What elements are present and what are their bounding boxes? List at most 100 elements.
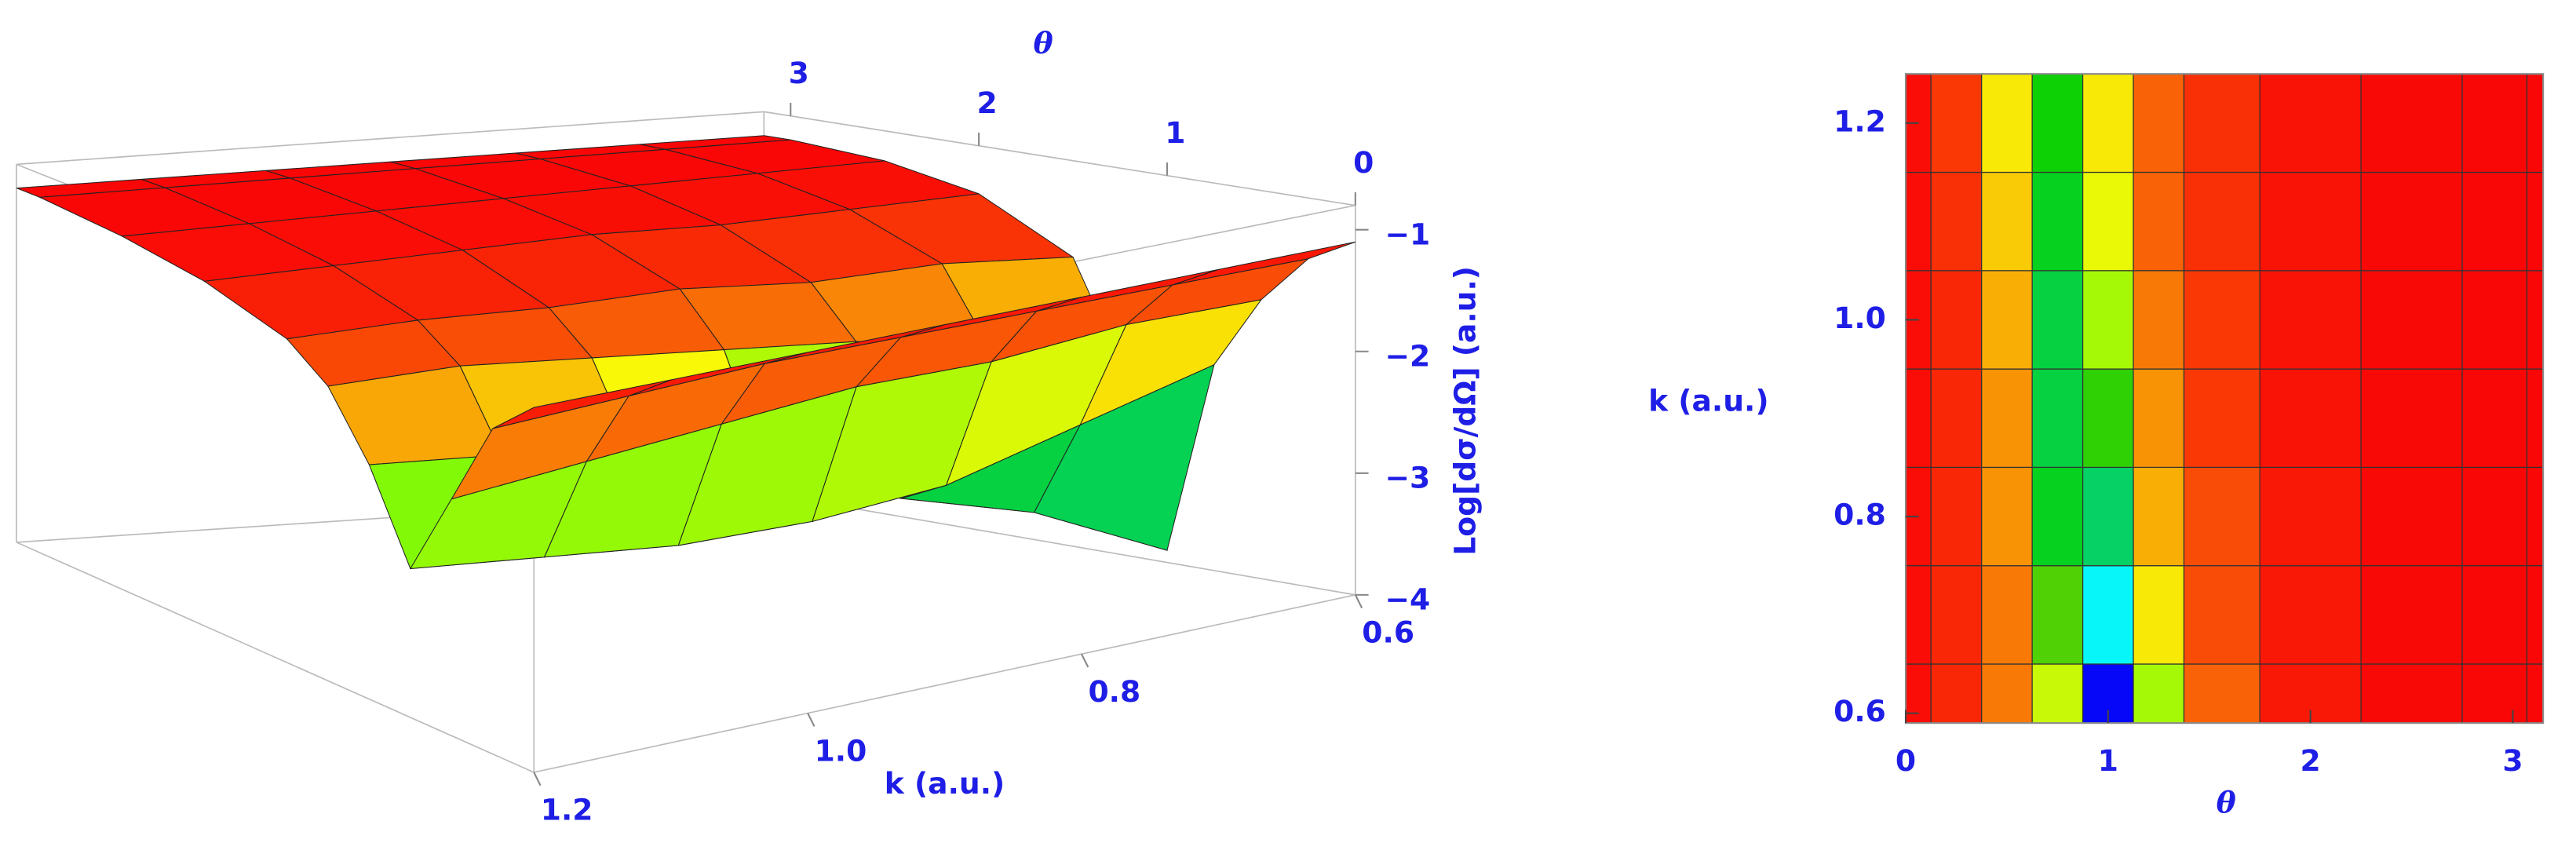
density-cell: [2183, 73, 2260, 173]
density-cell: [2259, 368, 2362, 469]
density-cell: [2133, 73, 2185, 173]
k-tick-label: 1.2: [541, 793, 593, 827]
density-cell: [2461, 171, 2528, 272]
density-cell: [2259, 270, 2362, 370]
density-cell: [1981, 368, 2033, 469]
density-cell: [2360, 466, 2463, 567]
density-cell: [2526, 73, 2544, 173]
theta-axis-label: θ: [1034, 26, 1053, 60]
density-cell: [2082, 565, 2134, 665]
x-tick-label: 2: [2301, 743, 2321, 778]
density-cell: [2133, 466, 2185, 567]
theta-tick-label: 0: [1353, 145, 1374, 180]
density-cell: [2031, 565, 2084, 665]
density-cell: [1981, 565, 2033, 665]
density-cell: [2360, 663, 2463, 724]
density-cell: [1930, 368, 1983, 469]
density-cell: [2526, 368, 2544, 469]
density-cell: [2526, 565, 2544, 665]
density-cell: [1905, 663, 1932, 724]
density-cell: [2461, 270, 2528, 370]
theta-tick-label: 1: [1165, 115, 1185, 150]
density-cell: [2526, 270, 2544, 370]
density-cell: [2133, 565, 2185, 665]
density-cell: [2183, 565, 2260, 665]
density-cell: [2461, 368, 2528, 469]
density-cell: [2082, 368, 2134, 469]
density-cell: [2183, 466, 2260, 567]
y-axis-label: k (a.u.): [1648, 383, 1768, 418]
density-cell: [2183, 663, 2260, 724]
z-tick-label: −1: [1385, 217, 1430, 252]
density-cell: [2031, 663, 2084, 724]
density-cell: [2259, 565, 2362, 665]
density-cell: [2183, 171, 2260, 272]
density-cell: [2259, 466, 2362, 567]
k-tick: [1354, 594, 1363, 609]
k-tick: [533, 772, 542, 786]
box-edge: [534, 594, 1356, 773]
density-cell: [1905, 368, 1932, 469]
y-tick-label: 1.2: [1833, 104, 1886, 138]
density-cell: [2461, 663, 2528, 724]
y-tick-label: 0.6: [1833, 694, 1886, 728]
density-cell: [2183, 368, 2260, 469]
density-cell: [2360, 368, 2463, 469]
density-cell: [1930, 73, 1983, 173]
density-cell: [1905, 565, 1932, 665]
density-cell: [2082, 466, 2134, 567]
density-cell: [2461, 466, 2528, 567]
density-cell: [2082, 73, 2134, 173]
density-cell: [2031, 270, 2084, 370]
density-cell: [1981, 663, 2033, 724]
theta-tick-label: 2: [976, 86, 997, 120]
density-cell: [2133, 368, 2185, 469]
x-tick-label: 3: [2502, 743, 2523, 778]
density-cell: [2526, 171, 2544, 272]
box-edge: [16, 111, 764, 166]
density-cell: [1981, 466, 2033, 567]
density-cell: [2133, 270, 2185, 370]
k-tick: [1081, 653, 1089, 668]
box-edge: [16, 542, 535, 773]
density-cell: [1981, 73, 2033, 173]
density-cell: [1981, 171, 2033, 272]
density-cell: [1930, 270, 1983, 370]
density-cell: [2526, 466, 2544, 567]
density-cell: [2259, 171, 2362, 272]
density-cell: [2360, 171, 2463, 272]
density-cell: [2031, 466, 2084, 567]
density-cell: [2133, 663, 2185, 724]
z-tick-label: −4: [1385, 582, 1430, 617]
density-cell: [2461, 73, 2528, 173]
density-cell: [2259, 73, 2362, 173]
density-cell: [1930, 466, 1983, 567]
box-edge: [764, 492, 1356, 596]
density-cell: [1930, 171, 1983, 272]
density-cell: [2183, 270, 2260, 370]
plot-frame: [1904, 73, 2545, 724]
x-axis-label: θ: [2217, 785, 2236, 819]
theta-tick-label: 3: [789, 56, 809, 90]
k-tick-label: 1.0: [815, 733, 867, 768]
z-tick-label: −3: [1385, 461, 1430, 495]
k-axis-label: k (a.u.): [885, 766, 1005, 801]
density-cell: [2461, 565, 2528, 665]
density-cell: [1905, 171, 1932, 272]
x-tick-label: 1: [2098, 743, 2118, 778]
box-edge: [764, 111, 1356, 206]
density-cell: [1981, 270, 2033, 370]
density-cell: [2360, 73, 2463, 173]
density-cell: [2360, 565, 2463, 665]
density-cell: [2031, 171, 2084, 272]
z-axis-label: Log[dσ/dΩ] (a.u.): [1448, 266, 1483, 556]
density-cell: [1930, 663, 1983, 724]
z-tick-label: −2: [1385, 339, 1430, 374]
y-tick-label: 0.8: [1833, 498, 1886, 532]
density-cell: [2526, 663, 2544, 724]
k-tick-label: 0.8: [1088, 674, 1140, 709]
density-cell: [2082, 171, 2134, 272]
y-tick-label: 1.0: [1833, 301, 1886, 335]
x-tick-label: 0: [1896, 743, 1916, 778]
